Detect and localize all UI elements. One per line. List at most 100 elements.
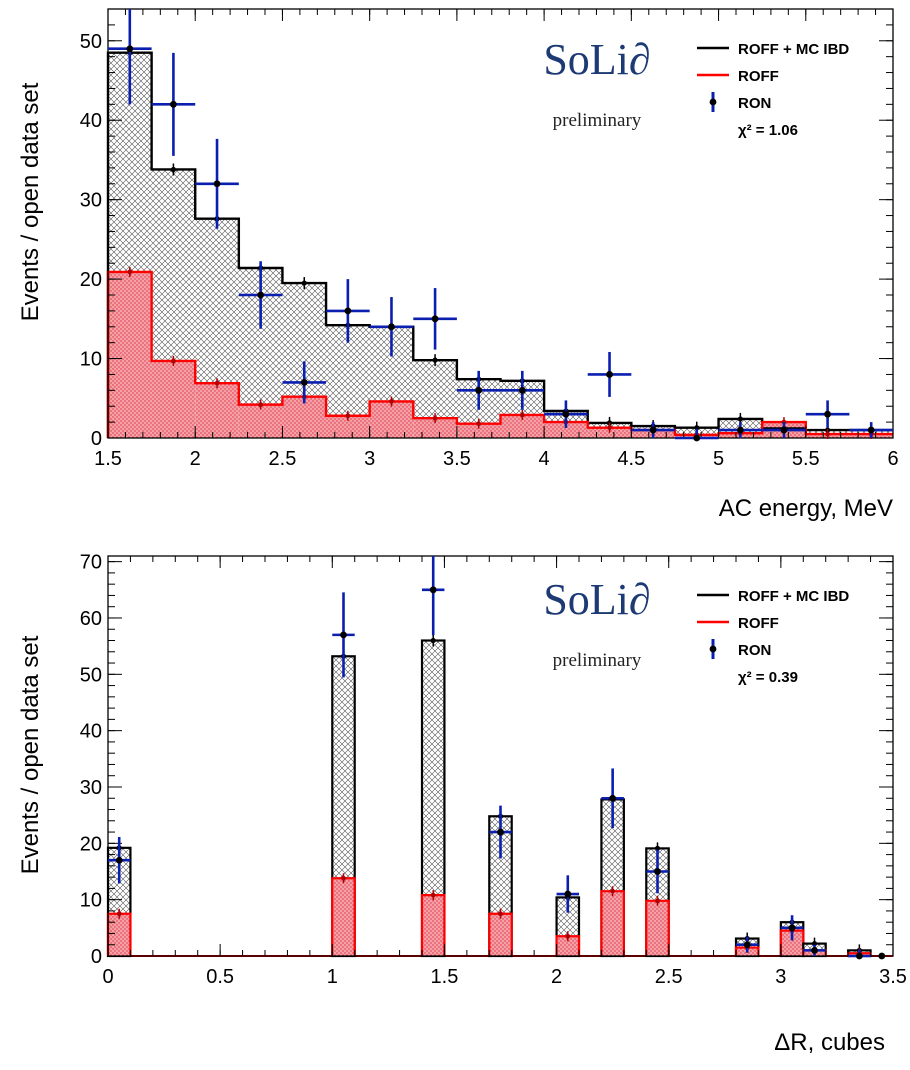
ron-point [213,180,221,188]
roff-bin [195,383,239,438]
y-tick-label: 40 [80,721,102,743]
ron-point [878,952,886,960]
x-tick-label: 2 [551,966,562,988]
roff-marker [116,911,122,917]
ron-point [340,631,347,639]
ron-points [108,9,893,442]
ron-point [431,315,439,323]
mc-marker [170,166,177,173]
roff-marker [498,911,503,917]
legend-label-roff: ROFF [738,68,779,85]
y-tick-label: 30 [80,777,102,799]
roff-marker [607,425,612,431]
x-tick-label: 3.5 [443,448,471,470]
ron-point [736,426,744,434]
legend-label-roff-mc-ibd: ROFF + MC IBD [738,41,849,58]
ron-point [562,410,570,418]
roff-marker [430,892,436,898]
y-axis-title: Events / open data set [17,635,44,874]
ron-point [649,426,657,434]
ron-point [606,371,613,378]
x-tick-label: 1.5 [431,966,459,988]
roff-bin [780,930,804,956]
y-tick-label: 40 [80,110,102,132]
logo-title: SoLi∂ [543,35,650,84]
x-tick-label: 2 [190,448,201,470]
ron-points [108,556,886,960]
x-tick-label: 0 [102,966,113,988]
ron-point [126,45,134,53]
plot-frame [107,8,894,439]
roff-marker [345,413,351,419]
axis-ticks: 1.5 2 2.5 3 3.5 4 4.5 5 5.5 6 0 10 20 30 40 50 [80,8,899,470]
y-axis-title: Events / open data set [17,82,44,321]
legend-label-roff: ROFF [738,615,779,632]
roff-marker [214,380,220,386]
histogram-area [106,639,893,958]
y-tick-label: 10 [80,349,102,371]
roff-bin [282,396,327,438]
roff-bin [369,401,414,438]
mc-marker [737,416,743,422]
ron-point [743,941,751,949]
x-tick-label: 2.5 [269,448,297,470]
roff-bin [151,360,196,438]
roff-bin [489,913,512,956]
x-tick-label: 5 [713,448,724,470]
roff-marker [432,415,438,421]
legend-label-ron: RON [738,642,771,659]
y-tick-label: 10 [80,890,102,912]
roff-bin [332,878,355,956]
logo-subtitle: preliminary [553,110,642,131]
ron-point [654,868,661,875]
x-axis-title: AC energy, MeV [719,495,893,522]
x-tick-label: 4 [539,448,550,470]
x-tick-label: 2.5 [655,966,683,988]
y-tick-label: 20 [80,269,102,291]
ron-point [429,586,437,594]
roff-marker [610,888,616,894]
roff-marker [389,399,394,404]
roff-marker [258,402,264,408]
chart-panel-ac-energy: 1.5 2 2.5 3 3.5 4 4.5 5 5.5 6 0 10 20 30 40 50 SoLi∂ pr… [17,8,899,522]
mc-marker [432,357,438,363]
axis-ticks: 0 0.5 1 1.5 2 2.5 3 3.5 0 10 20 30 40 50 60 70 [80,552,907,988]
legend: ROFF + MC IBD ROFF RON χ² = 0.39 [697,588,849,686]
y-tick-label: 70 [80,552,102,574]
mc-marker [301,280,307,286]
ron-point [811,946,818,954]
ron-point [170,100,177,108]
roff-bin [544,422,588,438]
roff-bin [326,415,370,438]
ron-point [497,828,504,836]
chart-panel-delta-r: 0 0.5 1 1.5 2 2.5 3 3.5 0 10 20 30 40 50 60 70 SoLi∂ pr… [17,552,907,1056]
y-tick-label: 20 [80,833,102,855]
roff-marker [825,431,830,437]
legend-label-ron: RON [738,95,771,112]
roff-marker [476,421,482,427]
roff-marker [655,898,660,904]
ron-point [867,426,875,434]
roff-marker [519,412,525,418]
roff-bin [601,891,624,956]
y-tick-label: 60 [80,608,102,630]
solid-logo: SoLi∂ preliminary [543,575,650,671]
x-tick-label: 1 [327,966,338,988]
ron-point [609,794,617,802]
ron-point [693,434,701,442]
ron-point [475,386,483,394]
ron-point [300,378,308,386]
roff-bin [587,427,632,438]
ron-point [115,856,123,864]
roff-bin [413,418,457,438]
ron-point [855,952,863,960]
legend-label-roff-mc-ibd: ROFF + MC IBD [738,588,849,605]
ron-point [388,323,395,331]
y-tick-label: 50 [80,664,102,686]
roff-marker [171,358,176,364]
ron-point [518,386,526,394]
x-tick-label: 4.5 [617,448,645,470]
y-tick-label: 0 [91,946,102,968]
x-tick-label: 1.5 [94,448,122,470]
